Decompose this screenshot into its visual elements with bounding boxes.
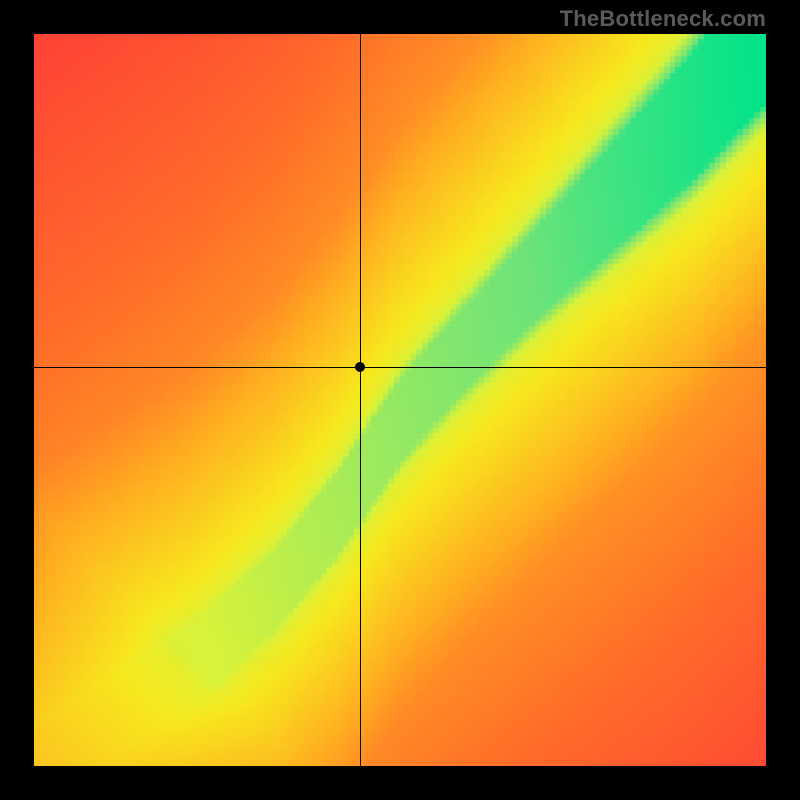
plot-area — [34, 34, 766, 766]
watermark-text: TheBottleneck.com — [560, 6, 766, 32]
crosshair-horizontal — [34, 367, 766, 368]
crosshair-dot — [355, 362, 365, 372]
chart-container: TheBottleneck.com — [0, 0, 800, 800]
crosshair-vertical — [360, 34, 361, 766]
heatmap-canvas — [34, 34, 766, 766]
